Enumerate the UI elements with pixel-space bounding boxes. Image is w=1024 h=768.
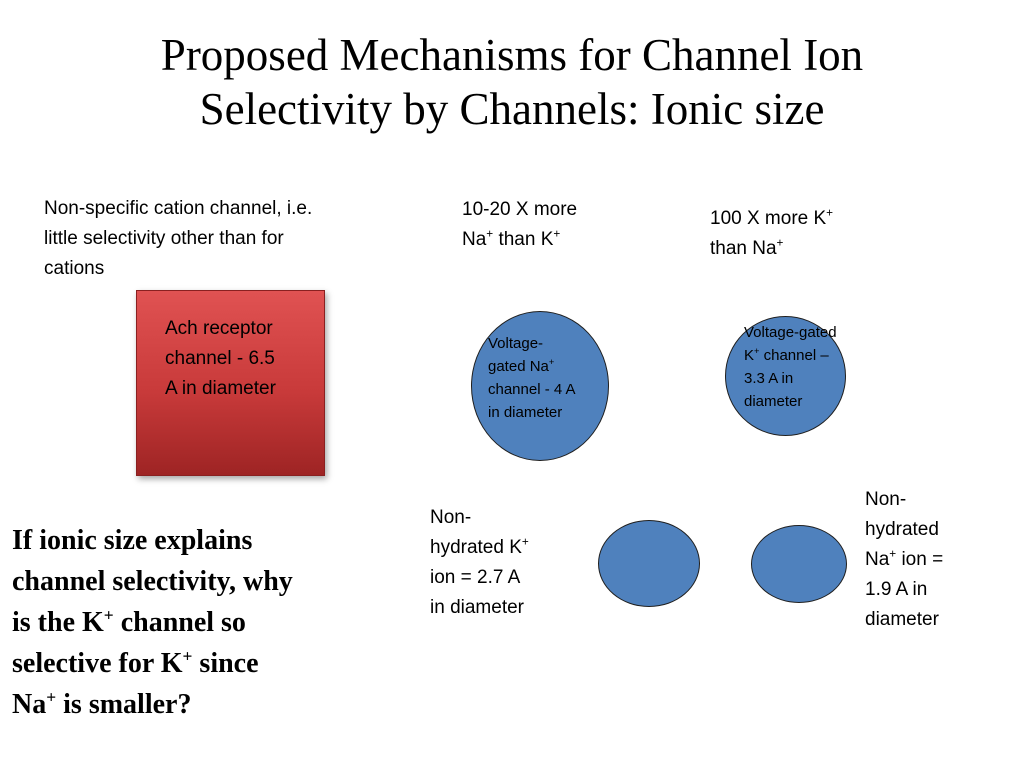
k-selectivity-label: 100 X more K+ than Na+ xyxy=(710,204,890,264)
label-line: diameter xyxy=(744,393,803,410)
superscript-plus: + xyxy=(103,605,114,625)
question-line: Na+ is smaller? xyxy=(12,684,357,725)
question-line: channel selectivity, why xyxy=(12,566,293,597)
question-text: is smaller? xyxy=(56,689,192,720)
question-line: is the K+ channel so xyxy=(12,602,357,643)
label-line: in diameter xyxy=(430,597,524,618)
superscript-plus: + xyxy=(486,227,494,241)
label-line: 10-20 X more xyxy=(462,199,578,220)
superscript-plus: + xyxy=(776,236,784,250)
k-channel-ellipse xyxy=(725,316,846,436)
superscript-plus: + xyxy=(548,357,555,367)
label-line: ion = 2.7 A xyxy=(430,567,521,588)
label-line: little selectivity other than for xyxy=(44,228,284,249)
label-line: Ach receptor xyxy=(165,318,273,339)
selectivity-question: If ionic size explains channel selectivi… xyxy=(12,520,357,725)
label-text: Na xyxy=(462,229,487,250)
label-text: ion = xyxy=(896,549,944,570)
label-line: Na+ ion = xyxy=(865,545,1015,575)
label-text: Na xyxy=(865,549,890,570)
label-line: channel - 4 A xyxy=(488,381,576,398)
k-ion-ellipse xyxy=(598,520,700,607)
question-text: channel so xyxy=(113,607,246,638)
na-ion-ellipse xyxy=(751,525,847,603)
label-line: Voltage- xyxy=(488,335,544,352)
slide-title: Proposed Mechanisms for Channel Ion Sele… xyxy=(0,28,1024,136)
na-ion-label: Non- hydrated Na+ ion = 1.9 A in diamete… xyxy=(865,485,1015,635)
superscript-plus: + xyxy=(46,687,57,707)
label-line: A in diameter xyxy=(165,378,276,399)
label-text: channel – xyxy=(759,347,829,364)
na-selectivity-label: 10-20 X more Na+ than K+ xyxy=(462,195,642,255)
label-line: 3.3 A in xyxy=(744,370,794,387)
question-text: is the K xyxy=(12,607,104,638)
superscript-plus: + xyxy=(553,227,561,241)
label-line: Non- xyxy=(865,489,907,510)
label-text: hydrated K xyxy=(430,537,522,558)
ach-receptor-label: Ach receptor channel - 6.5 A in diameter xyxy=(165,314,325,404)
superscript-plus: + xyxy=(182,646,193,666)
na-channel-label: Voltage- gated Na+ channel - 4 A in diam… xyxy=(488,332,608,424)
question-text: since xyxy=(192,648,259,679)
label-line: hydrated xyxy=(865,519,939,540)
superscript-plus: + xyxy=(521,535,529,549)
label-line: Voltage-gated xyxy=(744,324,837,341)
question-line: selective for K+ since xyxy=(12,643,357,684)
label-line: channel - 6.5 xyxy=(165,348,275,369)
label-text: gated Na xyxy=(488,358,549,375)
label-line: hydrated K+ xyxy=(430,533,580,563)
label-line: diameter xyxy=(865,609,939,630)
slide-title-line-2: Selectivity by Channels: Ionic size xyxy=(199,84,825,134)
superscript-plus: + xyxy=(754,346,760,356)
na-channel-ellipse xyxy=(471,311,609,461)
label-line: Non-specific cation channel, i.e. xyxy=(44,198,313,219)
question-line: If ionic size explains xyxy=(12,525,253,556)
label-line: 1.9 A in xyxy=(865,579,928,600)
label-line: than Na+ xyxy=(710,234,890,264)
label-line: gated Na+ xyxy=(488,355,608,378)
label-line: in diameter xyxy=(488,404,563,421)
question-text: Na xyxy=(12,689,47,720)
label-line: Non- xyxy=(430,507,472,528)
k-channel-label: Voltage-gated K+ channel – 3.3 A in diam… xyxy=(744,321,874,413)
label-line: K+ channel – xyxy=(744,344,874,367)
superscript-plus: + xyxy=(826,206,834,220)
slide-title-line-1: Proposed Mechanisms for Channel Ion xyxy=(160,30,864,80)
superscript-plus: + xyxy=(889,547,897,561)
nonspecific-channel-label: Non-specific cation channel, i.e. little… xyxy=(44,194,404,284)
label-line: 100 X more K+ xyxy=(710,204,890,234)
label-text: than Na xyxy=(710,238,777,259)
label-text: K xyxy=(744,347,755,364)
label-text: 100 X more K xyxy=(710,208,827,229)
question-text: selective for K xyxy=(12,648,183,679)
k-ion-label: Non- hydrated K+ ion = 2.7 A in diameter xyxy=(430,503,580,623)
label-line: cations xyxy=(44,258,105,279)
label-text: than K xyxy=(493,229,554,250)
ach-receptor-channel-box xyxy=(136,290,325,476)
label-line: Na+ than K+ xyxy=(462,225,642,255)
